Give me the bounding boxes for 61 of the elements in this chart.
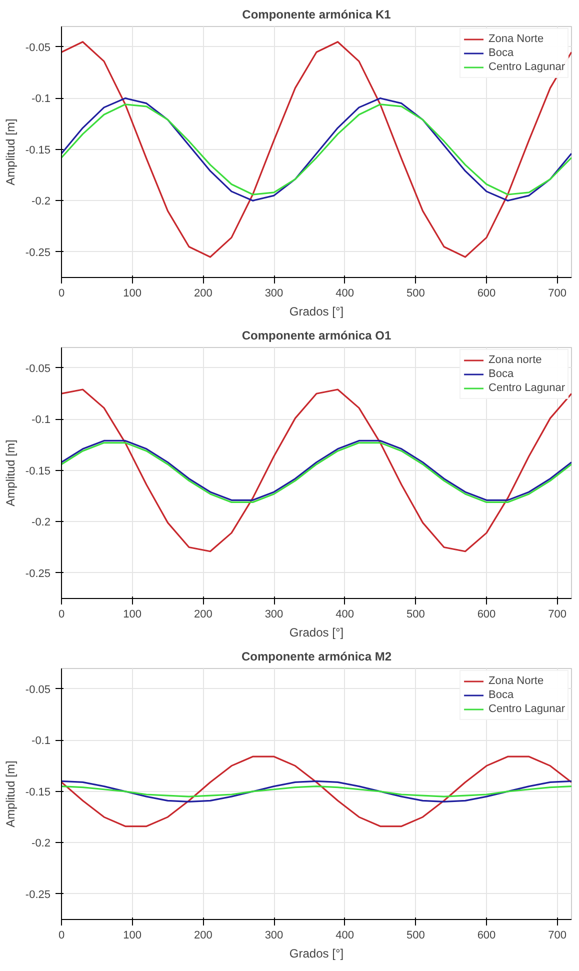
legend-label: Centro Lagunar xyxy=(488,702,565,716)
x-tick-label: 200 xyxy=(194,608,212,620)
x-tick-label: 0 xyxy=(58,288,65,300)
y-tick-label: -0.05 xyxy=(25,684,51,696)
y-tick-label: -0.15 xyxy=(25,786,51,798)
x-tick-label: 300 xyxy=(264,288,284,300)
legend-label: Centro Lagunar xyxy=(488,381,565,395)
y-tick-label: -0.25 xyxy=(25,246,51,259)
x-tick-label: 700 xyxy=(548,930,567,942)
x-tick-label: 400 xyxy=(336,608,354,620)
x-tick-label: 100 xyxy=(123,608,142,620)
legend-label: Boca xyxy=(488,367,514,381)
x-tick-label: 700 xyxy=(548,288,567,300)
chart-title: Componente armónica K1 xyxy=(242,8,392,22)
line-series xyxy=(62,756,572,828)
legend-label: Centro Lagunar xyxy=(488,60,565,74)
x-tick-label: 400 xyxy=(336,288,354,300)
y-tick-label: -0.1 xyxy=(32,414,51,426)
x-tick-label: 600 xyxy=(477,608,496,620)
x-tick-label: 600 xyxy=(477,930,496,942)
x-tick-label: 100 xyxy=(123,288,142,300)
legend-label: Zona Norte xyxy=(488,674,544,688)
x-axis-title: Grados [°] xyxy=(289,626,344,640)
x-tick-label: 100 xyxy=(123,930,142,942)
x-tick-label: 300 xyxy=(264,608,284,620)
line-series xyxy=(62,786,572,798)
line-series xyxy=(62,780,572,802)
y-tick-label: -0.25 xyxy=(25,568,51,580)
y-tick-label: -0.2 xyxy=(32,838,51,850)
y-tick-label: -0.15 xyxy=(25,144,51,156)
x-tick-label: 700 xyxy=(548,608,567,620)
x-tick-label: 600 xyxy=(477,288,496,300)
legend-label: Boca xyxy=(488,46,514,60)
y-axis-title: Amplitud [m] xyxy=(3,440,18,506)
chart-title: Componente armónica O1 xyxy=(242,328,392,342)
y-tick-label: -0.1 xyxy=(32,93,51,106)
x-tick-label: 0 xyxy=(58,608,65,620)
y-tick-label: -0.05 xyxy=(25,42,51,54)
x-tick-label: 500 xyxy=(406,608,425,620)
x-tick-label: 200 xyxy=(194,930,212,942)
x-tick-label: 200 xyxy=(194,288,212,300)
legend-label: Boca xyxy=(488,688,514,702)
y-axis-title: Amplitud [m] xyxy=(3,118,18,186)
legend-label: Zona Norte xyxy=(488,32,544,46)
x-axis-title: Grados [°] xyxy=(289,946,344,960)
line-series xyxy=(62,41,572,258)
legend-label: Zona norte xyxy=(488,353,542,367)
x-axis-title: Grados [°] xyxy=(289,304,344,318)
x-tick-label: 500 xyxy=(406,288,425,300)
y-tick-label: -0.1 xyxy=(32,735,51,748)
x-tick-label: 500 xyxy=(406,930,425,942)
y-tick-label: -0.05 xyxy=(25,362,51,375)
x-tick-label: 300 xyxy=(264,930,284,942)
y-tick-label: -0.25 xyxy=(25,888,51,901)
x-tick-label: 0 xyxy=(58,930,65,942)
y-tick-label: -0.15 xyxy=(25,465,51,478)
y-tick-label: -0.2 xyxy=(32,196,51,208)
chart-title: Componente armónica M2 xyxy=(241,650,392,664)
x-tick-label: 400 xyxy=(336,930,354,942)
y-axis-title: Amplitud [m] xyxy=(3,760,18,828)
y-tick-label: -0.2 xyxy=(32,516,51,529)
